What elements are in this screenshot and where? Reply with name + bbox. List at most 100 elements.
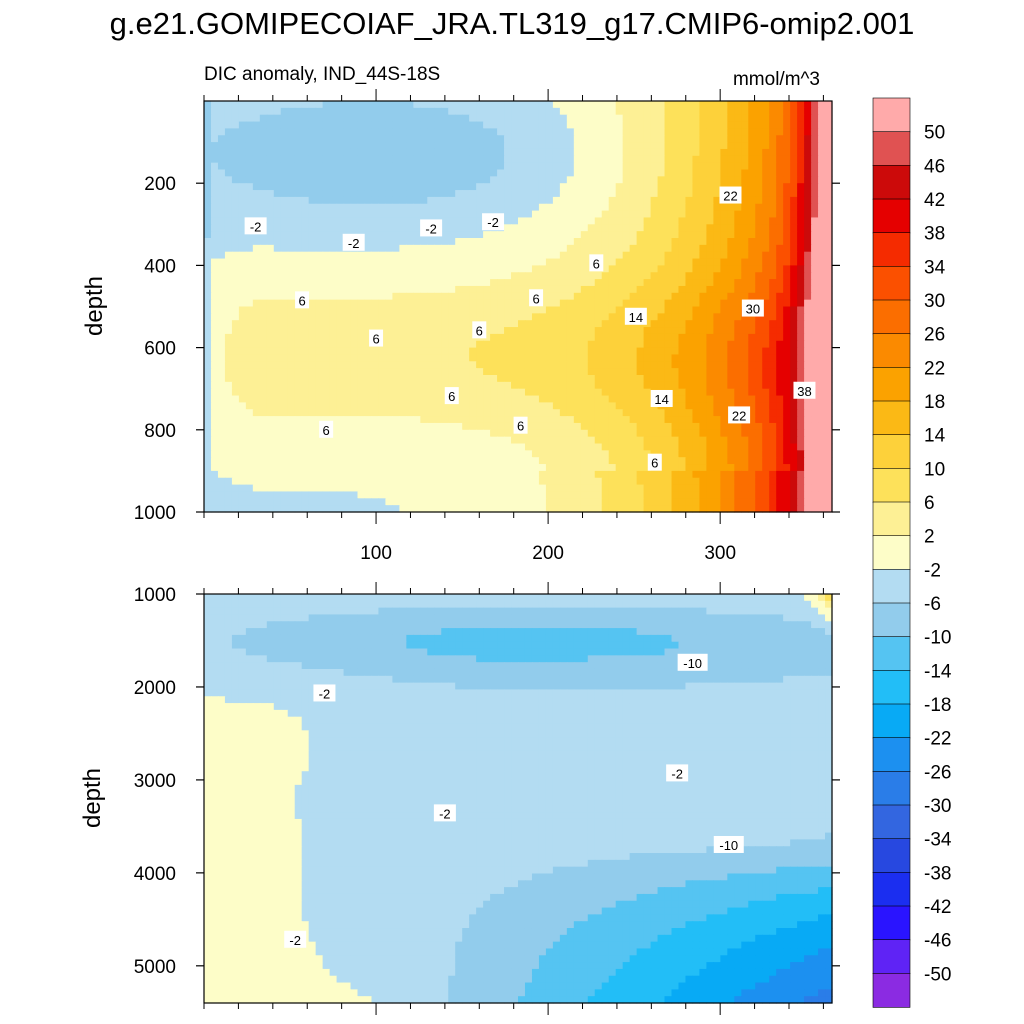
heatmap-cell: [469, 402, 477, 410]
heatmap-cell: [455, 238, 463, 246]
heatmap-cell: [706, 429, 714, 438]
heatmap-cell: [455, 196, 463, 205]
heatmap-cell: [776, 196, 784, 205]
heatmap-cell: [357, 470, 366, 479]
heatmap-cell: [483, 135, 491, 143]
heatmap-cell: [657, 299, 666, 308]
heatmap-cell: [329, 183, 338, 191]
heatmap-cell: [315, 162, 324, 171]
heatmap-cell: [573, 292, 582, 301]
heatmap-cell: [741, 279, 749, 287]
heatmap-cell: [580, 121, 589, 129]
heatmap-cell: [413, 135, 421, 143]
heatmap-cell: [504, 347, 512, 356]
heatmap-cell: [783, 333, 791, 342]
heatmap-cell: [608, 238, 617, 246]
heatmap-cell: [273, 148, 282, 157]
heatmap-cell: [685, 272, 694, 280]
heatmap-cell: [413, 114, 421, 123]
heatmap-cell: [448, 409, 456, 417]
heatmap-cell: [427, 258, 435, 266]
heatmap-cell: [566, 279, 575, 287]
heatmap-cell: [406, 114, 414, 123]
heatmap-cell: [385, 210, 393, 219]
heatmap-cell: [601, 416, 610, 424]
heatmap-cell: [399, 347, 407, 356]
heatmap-cell: [706, 340, 714, 349]
heatmap-cell: [329, 107, 338, 116]
heatmap-cell: [217, 121, 226, 129]
heatmap-cell: [364, 477, 373, 486]
heatmap-cell: [294, 409, 303, 417]
heatmap-cell: [657, 320, 666, 328]
heatmap-cell: [608, 333, 617, 342]
heatmap-cell: [685, 183, 694, 191]
heatmap-cell: [210, 457, 219, 465]
heatmap-cell: [685, 299, 694, 308]
heatmap-cell: [797, 251, 805, 260]
heatmap-cell: [818, 402, 826, 410]
heatmap-cell: [336, 306, 345, 314]
heatmap-cell: [762, 409, 770, 417]
heatmap-cell: [566, 231, 575, 239]
heatmap-cell: [504, 361, 512, 369]
heatmap-cell: [671, 409, 680, 417]
heatmap-cell: [294, 272, 303, 280]
heatmap-cell: [671, 210, 680, 219]
heatmap-cell: [420, 375, 428, 383]
heatmap-cell: [608, 347, 617, 356]
heatmap-cell: [420, 279, 428, 287]
heatmap-cell: [678, 285, 687, 294]
heatmap-cell: [790, 265, 798, 273]
heatmap-cell: [462, 395, 470, 403]
heatmap-cell: [573, 272, 582, 280]
heatmap-cell: [245, 306, 254, 314]
heatmap-cell: [797, 107, 805, 116]
heatmap-cell: [483, 183, 491, 191]
heatmap-cell: [559, 409, 568, 417]
heatmap-cell: [406, 128, 414, 136]
heatmap-cell: [587, 333, 596, 342]
heatmap-cell: [294, 107, 303, 116]
heatmap-cell: [713, 416, 721, 424]
heatmap-cell: [280, 436, 289, 445]
heatmap-cell: [273, 279, 282, 287]
heatmap-cell: [294, 388, 303, 397]
heatmap-cell: [608, 388, 617, 397]
heatmap-cell: [455, 422, 463, 431]
heatmap-cell: [622, 354, 631, 362]
heatmap-cell: [559, 231, 568, 239]
heatmap-cell: [462, 196, 470, 205]
heatmap-cell: [343, 183, 352, 191]
heatmap-cell: [231, 238, 240, 246]
heatmap-cell: [259, 347, 268, 356]
heatmap-cell: [692, 210, 701, 219]
heatmap-cell: [783, 183, 791, 191]
heatmap-cell: [776, 306, 784, 314]
heatmap-cell: [615, 402, 624, 410]
heatmap-cell: [587, 231, 596, 239]
heatmap-cell: [776, 210, 784, 219]
heatmap-cell: [552, 224, 561, 232]
heatmap-cell: [420, 306, 428, 314]
heatmap-cell: [769, 436, 777, 445]
heatmap-cell: [727, 210, 735, 219]
heatmap-cell: [224, 388, 233, 397]
heatmap-cell: [224, 292, 233, 301]
heatmap-cell: [538, 381, 547, 390]
heatmap-cell: [601, 464, 610, 472]
heatmap-cell: [678, 381, 687, 390]
heatmap-cell: [427, 265, 435, 273]
heatmap-cell: [804, 429, 812, 438]
heatmap-cell: [804, 375, 812, 383]
heatmap-cell: [204, 183, 212, 191]
heatmap-cell: [776, 347, 784, 356]
heatmap-cell: [559, 285, 568, 294]
heatmap-cell: [455, 224, 463, 232]
heatmap-cell: [727, 224, 735, 232]
heatmap-cell: [497, 285, 505, 294]
heatmap-cell: [524, 114, 533, 123]
heatmap-cell: [259, 203, 268, 212]
heatmap-cell: [238, 121, 247, 129]
heatmap-cell: [755, 183, 763, 191]
